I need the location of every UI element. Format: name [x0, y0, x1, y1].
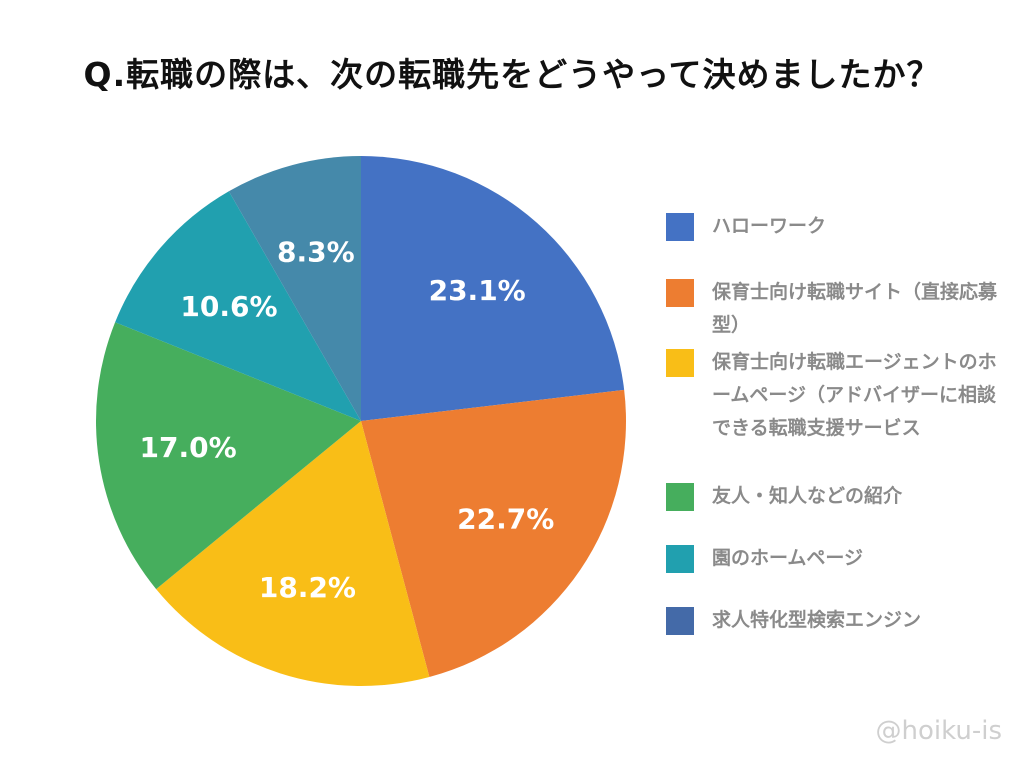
pie-labels: 23.1% 22.7% 18.2% 17.0% 10.6%8.3% [140, 236, 555, 604]
pie-slice [156, 421, 430, 686]
pie-slice [361, 156, 625, 421]
legend-label: 友人・知人などの紹介 [712, 485, 903, 507]
pie-slice [228, 156, 361, 421]
slice-value-label: 22.7% [457, 503, 554, 536]
slice-value-label: 8.3% [277, 236, 355, 269]
legend-swatch [666, 349, 694, 377]
legend-swatch [666, 607, 694, 635]
legend-item: 求人特化型検索エンジン [666, 606, 1011, 637]
pie-slice [96, 322, 362, 590]
watermark: @hoiku-is [875, 716, 1003, 746]
legend-item: 友人・知人などの紹介 [666, 482, 1011, 513]
legend-swatch [666, 279, 694, 307]
legend-label: 保育士向け転職エージェントのホームページ（アドバイザーに相談できる転職支援サービ… [712, 351, 997, 439]
slice-value-label: 10.6% [180, 290, 277, 323]
legend-swatch [666, 213, 694, 241]
legend-swatch [666, 483, 694, 511]
slice-value-label: 17.0% [140, 431, 237, 464]
legend-item: 保育士向け転職エージェントのホームページ（アドバイザーに相談できる転職支援サービ… [666, 348, 1011, 445]
legend-label: ハローワーク [712, 215, 827, 237]
slice-value-label: 18.2% [259, 571, 356, 604]
legend-item: 園のホームページ [666, 544, 1011, 575]
legend-item: ハローワーク [666, 212, 1011, 243]
slice-value-label: 23.1% [429, 274, 526, 307]
pie-slices [96, 156, 627, 686]
pie-slice [115, 191, 361, 421]
legend-label: 園のホームページ [712, 547, 864, 569]
legend-label: 求人特化型検索エンジン [712, 609, 922, 631]
chart-title: Q.転職の際は、次の転職先をどうやって決めましたか？ [83, 55, 941, 94]
pie-slice [361, 389, 627, 678]
legend-item: 保育士向け転職サイト（直接応募型） [666, 278, 1011, 342]
legend-label: 保育士向け転職サイト（直接応募型） [712, 281, 998, 336]
legend-swatch [666, 545, 694, 573]
